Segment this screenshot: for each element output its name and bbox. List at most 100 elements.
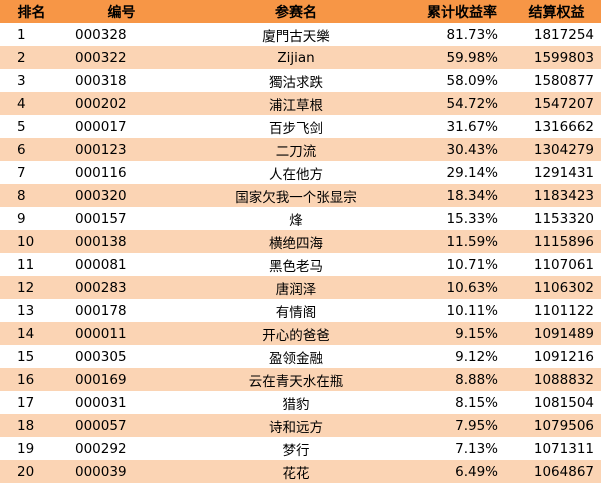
cell-contestant: 横绝四海 — [180, 230, 412, 253]
cell-cumulative-return: 31.67% — [446, 118, 498, 135]
cell-rank: 6 — [0, 138, 63, 161]
cell-contestant: 国家欠我一个张显宗 — [180, 184, 412, 207]
cell-cumulative-return: 11.59% — [412, 230, 512, 253]
cell-code: 000305 — [75, 348, 127, 365]
cell-rank: 3 — [17, 72, 26, 89]
table-row: 19 000292 梦行 7.13% 1071311 — [0, 437, 601, 460]
table-body: 1 000328 廈門古天樂 81.73% 1817254 2 000322 Zijian 59… — [0, 23, 601, 483]
cell-cumulative-return: 59.98% — [412, 46, 512, 69]
cell-cumulative-return: 29.14% — [446, 164, 498, 181]
table-row: 1 000328 廈門古天樂 81.73% 1817254 — [0, 23, 601, 46]
cell-code: 000116 — [75, 164, 127, 181]
cell-code: 000322 — [63, 46, 180, 69]
cell-contestant: 梦行 — [282, 442, 310, 459]
table-row: 15 000305 盈领金融 9.12% 1091216 — [0, 345, 601, 368]
cell-cumulative-return: 8.88% — [412, 368, 512, 391]
cell-settlement-equity: 1071311 — [533, 440, 594, 457]
header-rank: 排名 — [0, 0, 63, 23]
cell-contestant: 人在他方 — [269, 166, 323, 183]
cell-rank: 10 — [0, 230, 63, 253]
table-row: 17 000031 猎豹 8.15% 1081504 — [0, 391, 601, 414]
header-code: 编号 — [63, 0, 180, 23]
cell-cumulative-return: 58.09% — [446, 72, 498, 89]
cell-code: 000169 — [63, 368, 180, 391]
cell-code: 000320 — [63, 184, 180, 207]
cell-code: 000328 — [75, 26, 127, 43]
cell-settlement-equity: 1304279 — [512, 138, 601, 161]
cell-code: 000292 — [75, 440, 127, 457]
cell-contestant: 廈門古天樂 — [262, 28, 330, 45]
cell-settlement-equity: 1316662 — [533, 118, 594, 135]
cell-contestant: 花花 — [180, 460, 412, 483]
cell-rank: 13 — [17, 302, 35, 319]
cell-contestant: 浦江草根 — [180, 92, 412, 115]
table-row: 11 000081 黑色老马 10.71% 1107061 — [0, 253, 601, 276]
cell-code: 000057 — [63, 414, 180, 437]
cell-settlement-equity: 1153320 — [533, 210, 594, 227]
table-row: 8 000320 国家欠我一个张显宗 18.34% 1183423 — [0, 184, 601, 207]
table-row: 13 000178 有情阁 10.11% 1101122 — [0, 299, 601, 322]
cell-rank: 4 — [0, 92, 63, 115]
table-row: 14 000011 开心的爸爸 9.15% 1091489 — [0, 322, 601, 345]
cell-rank: 15 — [17, 348, 35, 365]
cell-settlement-equity: 1291431 — [533, 164, 594, 181]
cell-code: 000138 — [63, 230, 180, 253]
cell-contestant: 烽 — [289, 212, 303, 229]
cell-code: 000039 — [63, 460, 180, 483]
cell-code: 000081 — [75, 256, 127, 273]
cell-contestant: 唐润泽 — [180, 276, 412, 299]
cell-cumulative-return: 10.63% — [412, 276, 512, 299]
cell-contestant: 有情阁 — [275, 304, 317, 321]
table-row: 10 000138 横绝四海 11.59% 1115896 — [0, 230, 601, 253]
table-row: 7 000116 人在他方 29.14% 1291431 — [0, 161, 601, 184]
cell-cumulative-return: 81.73% — [446, 26, 498, 43]
cell-settlement-equity: 1091489 — [512, 322, 601, 345]
cell-rank: 8 — [0, 184, 63, 207]
cell-code: 000202 — [63, 92, 180, 115]
cell-settlement-equity: 1115896 — [512, 230, 601, 253]
cell-contestant: 开心的爸爸 — [180, 322, 412, 345]
table-row: 18 000057 诗和远方 7.95% 1079506 — [0, 414, 601, 437]
cell-cumulative-return: 9.15% — [412, 322, 512, 345]
table-row: 4 000202 浦江草根 54.72% 1547207 — [0, 92, 601, 115]
cell-settlement-equity: 1106302 — [512, 276, 601, 299]
cell-cumulative-return: 15.33% — [446, 210, 498, 227]
table-row: 3 000318 獨沽求跌 58.09% 1580877 — [0, 69, 601, 92]
cell-settlement-equity: 1088832 — [512, 368, 601, 391]
cell-code: 000178 — [75, 302, 127, 319]
cell-rank: 9 — [17, 210, 26, 227]
cell-rank: 5 — [17, 118, 26, 135]
cell-code: 000123 — [63, 138, 180, 161]
cell-settlement-equity: 1547207 — [512, 92, 601, 115]
cell-settlement-equity: 1079506 — [512, 414, 601, 437]
cell-contestant: 百步飞剑 — [269, 120, 323, 137]
cell-contestant: 二刀流 — [180, 138, 412, 161]
cell-rank: 7 — [17, 164, 26, 181]
cell-cumulative-return: 54.72% — [412, 92, 512, 115]
cell-settlement-equity: 1081504 — [533, 394, 594, 411]
cell-settlement-equity: 1599803 — [512, 46, 601, 69]
table-row: 5 000017 百步飞剑 31.67% 1316662 — [0, 115, 601, 138]
table-row: 9 000157 烽 15.33% 1153320 — [0, 207, 601, 230]
cell-code: 000017 — [75, 118, 127, 135]
cell-code: 000157 — [75, 210, 127, 227]
cell-contestant: 诗和远方 — [180, 414, 412, 437]
table-header: 排名 编号 参赛名 累计收益率 结算权益 — [0, 0, 601, 23]
cell-rank: 17 — [17, 394, 35, 411]
cell-settlement-equity: 1101122 — [533, 302, 594, 319]
cell-settlement-equity: 1107061 — [533, 256, 594, 273]
cell-rank: 19 — [17, 440, 35, 457]
cell-settlement-equity: 1064867 — [512, 460, 601, 483]
cell-rank: 1 — [17, 26, 26, 43]
cell-contestant: 盈领金融 — [269, 350, 323, 367]
cell-settlement-equity: 1817254 — [533, 26, 594, 43]
cell-rank: 14 — [0, 322, 63, 345]
cell-code: 000283 — [63, 276, 180, 299]
cell-rank: 20 — [0, 460, 63, 483]
cell-contestant: 云在青天水在瓶 — [180, 368, 412, 391]
cell-cumulative-return: 10.71% — [446, 256, 498, 273]
cell-rank: 2 — [0, 46, 63, 69]
cell-contestant: 黑色老马 — [269, 258, 323, 275]
cell-settlement-equity: 1091216 — [533, 348, 594, 365]
table-row: 20 000039 花花 6.49% 1064867 — [0, 460, 601, 483]
